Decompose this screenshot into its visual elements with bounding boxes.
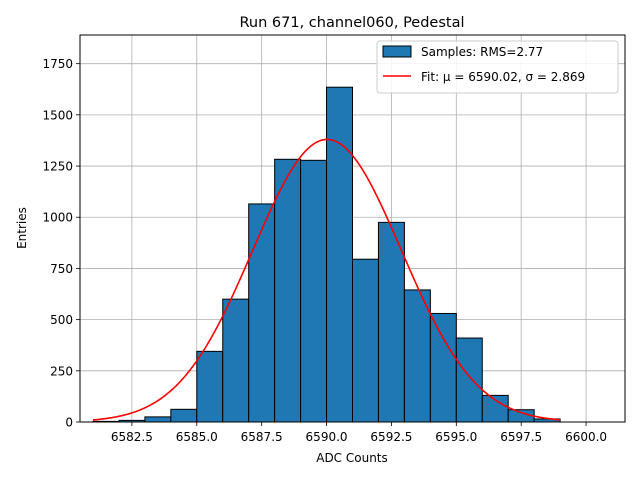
y-tick-label: 1250: [42, 160, 73, 174]
histogram-bar: [196, 350, 224, 423]
legend-swatch-samples: [382, 45, 412, 58]
histogram-bar: [352, 258, 379, 423]
x-tick-label: 6600.0: [565, 430, 607, 444]
fit-curve: [92, 138, 561, 421]
chart-title: Run 671, channel060, Pedestal: [239, 15, 464, 31]
x-axis-label: ADC Counts: [316, 451, 388, 465]
x-tick-label: 6597.5: [500, 430, 542, 444]
plot-frame: [79, 34, 626, 423]
histogram-bar: [455, 337, 483, 423]
histogram-bar: [326, 86, 353, 423]
y-axis-label: Entries: [15, 207, 29, 249]
y-tick-label: 1750: [42, 57, 73, 71]
histogram-bar: [300, 159, 328, 423]
y-tick-label: 1500: [42, 108, 73, 122]
legend-label-samples: Samples: RMS=2.77: [421, 45, 543, 59]
y-tick-label: 750: [50, 262, 73, 276]
y-tick-label: 0: [65, 416, 73, 430]
histogram-bar: [429, 312, 457, 423]
legend-label-fit: Fit: μ = 6590.02, σ = 2.869: [421, 70, 585, 84]
x-tick-label: 6592.5: [370, 430, 412, 444]
histogram-bar: [377, 221, 405, 423]
histogram-bar: [403, 289, 431, 423]
histogram-bar: [222, 298, 250, 423]
legend-box: [376, 40, 619, 94]
x-tick-label: 6585.0: [176, 430, 218, 444]
histogram-bars: [92, 86, 561, 423]
legend: Samples: RMS=2.77 Fit: μ = 6590.02, σ = …: [376, 40, 619, 94]
histogram-bar: [144, 416, 172, 423]
x-tick-label: 6595.0: [435, 430, 477, 444]
y-axis-ticks: 0 250 500 750 1000 1250 1500 1750: [42, 57, 80, 430]
x-axis-ticks: 6582.5 6585.0 6587.5 6590.0 6592.5 6595.0 6597…: [111, 422, 607, 444]
histogram-bar: [170, 408, 198, 423]
y-tick-label: 1000: [42, 211, 73, 225]
fit-curve-group: [92, 138, 561, 421]
x-tick-label: 6587.5: [241, 430, 283, 444]
x-tick-label: 6590.0: [306, 430, 348, 444]
histogram-bar: [248, 203, 276, 423]
y-tick-label: 250: [50, 364, 73, 378]
x-tick-label: 6582.5: [111, 430, 153, 444]
y-tick-label: 500: [50, 313, 73, 327]
histogram-bar: [274, 158, 302, 423]
